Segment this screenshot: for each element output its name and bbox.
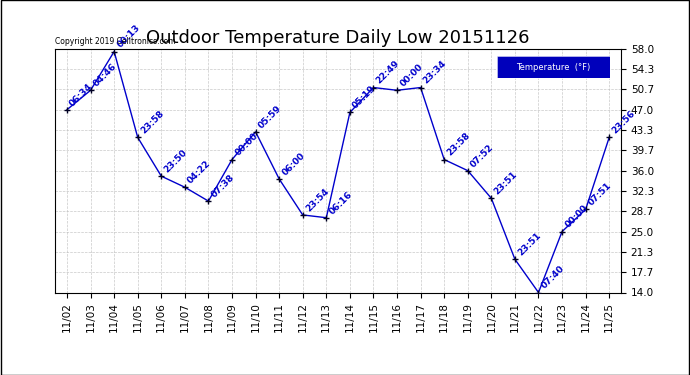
Text: Copyright 2019 Celltronics.com: Copyright 2019 Celltronics.com	[55, 38, 176, 46]
Text: 23:34: 23:34	[422, 59, 448, 86]
Text: 07:51: 07:51	[586, 181, 613, 208]
Text: 23:58: 23:58	[445, 131, 472, 158]
Text: 04:46: 04:46	[92, 62, 119, 88]
Text: 23:50: 23:50	[162, 148, 189, 174]
Text: 23:58: 23:58	[139, 109, 166, 136]
Text: 23:56: 23:56	[611, 109, 637, 136]
Text: 05:59: 05:59	[257, 104, 284, 130]
Title: Outdoor Temperature Daily Low 20151126: Outdoor Temperature Daily Low 20151126	[146, 29, 530, 47]
Text: 23:54: 23:54	[304, 187, 331, 213]
Text: 00:00: 00:00	[233, 132, 259, 158]
Text: 07:38: 07:38	[210, 173, 236, 200]
Text: 06:00: 06:00	[280, 151, 306, 177]
Text: 00:13: 00:13	[115, 23, 141, 50]
Text: 00:00: 00:00	[563, 204, 589, 230]
Text: 22:49: 22:49	[375, 59, 402, 86]
Text: 23:51: 23:51	[493, 170, 519, 196]
Text: 23:51: 23:51	[516, 231, 543, 258]
Text: 07:52: 07:52	[469, 142, 495, 169]
Text: 00:00: 00:00	[398, 62, 424, 88]
Text: 04:22: 04:22	[186, 159, 213, 186]
Text: 06:34: 06:34	[68, 81, 95, 108]
Text: Temperature  (°F): Temperature (°F)	[516, 63, 590, 72]
Text: 07:40: 07:40	[540, 264, 566, 291]
Text: 06:16: 06:16	[328, 189, 354, 216]
Text: 05:19: 05:19	[351, 84, 377, 111]
